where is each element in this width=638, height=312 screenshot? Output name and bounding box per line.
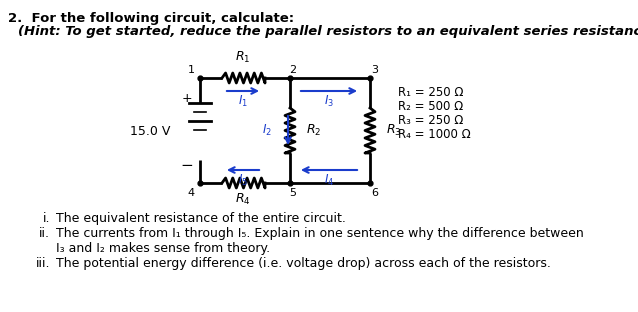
Text: 6: 6 — [371, 188, 378, 198]
Text: R₃ = 250 Ω: R₃ = 250 Ω — [398, 114, 463, 127]
Text: 5: 5 — [290, 188, 297, 198]
Text: $R_1$: $R_1$ — [235, 50, 251, 65]
Text: R₂ = 500 Ω: R₂ = 500 Ω — [398, 100, 463, 113]
Text: 2: 2 — [290, 65, 297, 75]
Text: The potential energy difference (i.e. voltage drop) across each of the resistors: The potential energy difference (i.e. vo… — [56, 257, 551, 270]
Text: ii.: ii. — [39, 227, 50, 240]
Text: 2.  For the following circuit, calculate:: 2. For the following circuit, calculate: — [8, 12, 294, 25]
Text: +: + — [182, 91, 192, 105]
Text: $R_4$: $R_4$ — [235, 192, 251, 207]
Text: 15.0 V: 15.0 V — [130, 125, 170, 138]
Text: $I_4$: $I_4$ — [324, 173, 334, 188]
Text: $I_5$: $I_5$ — [238, 173, 248, 188]
Text: $I_2$: $I_2$ — [262, 123, 272, 138]
Text: $I_3$: $I_3$ — [324, 94, 334, 109]
Text: R₄ = 1000 Ω: R₄ = 1000 Ω — [398, 128, 471, 141]
Text: $R_3$: $R_3$ — [386, 123, 401, 138]
Text: iii.: iii. — [36, 257, 50, 270]
Text: 3: 3 — [371, 65, 378, 75]
Text: I₃ and I₂ makes sense from theory.: I₃ and I₂ makes sense from theory. — [56, 242, 270, 255]
Text: 4: 4 — [188, 188, 195, 198]
Text: (Hint: To get started, reduce the parallel resistors to an equivalent series res: (Hint: To get started, reduce the parall… — [18, 25, 638, 38]
Text: i.: i. — [43, 212, 50, 225]
Text: $R_2$: $R_2$ — [306, 123, 322, 138]
Text: 1: 1 — [188, 65, 195, 75]
Text: The equivalent resistance of the entire circuit.: The equivalent resistance of the entire … — [56, 212, 346, 225]
Text: $I_1$: $I_1$ — [238, 94, 248, 109]
Text: R₁ = 250 Ω: R₁ = 250 Ω — [398, 86, 463, 99]
Text: The currents from I₁ through I₅. Explain in one sentence why the difference betw: The currents from I₁ through I₅. Explain… — [56, 227, 584, 240]
Text: −: − — [181, 158, 193, 173]
